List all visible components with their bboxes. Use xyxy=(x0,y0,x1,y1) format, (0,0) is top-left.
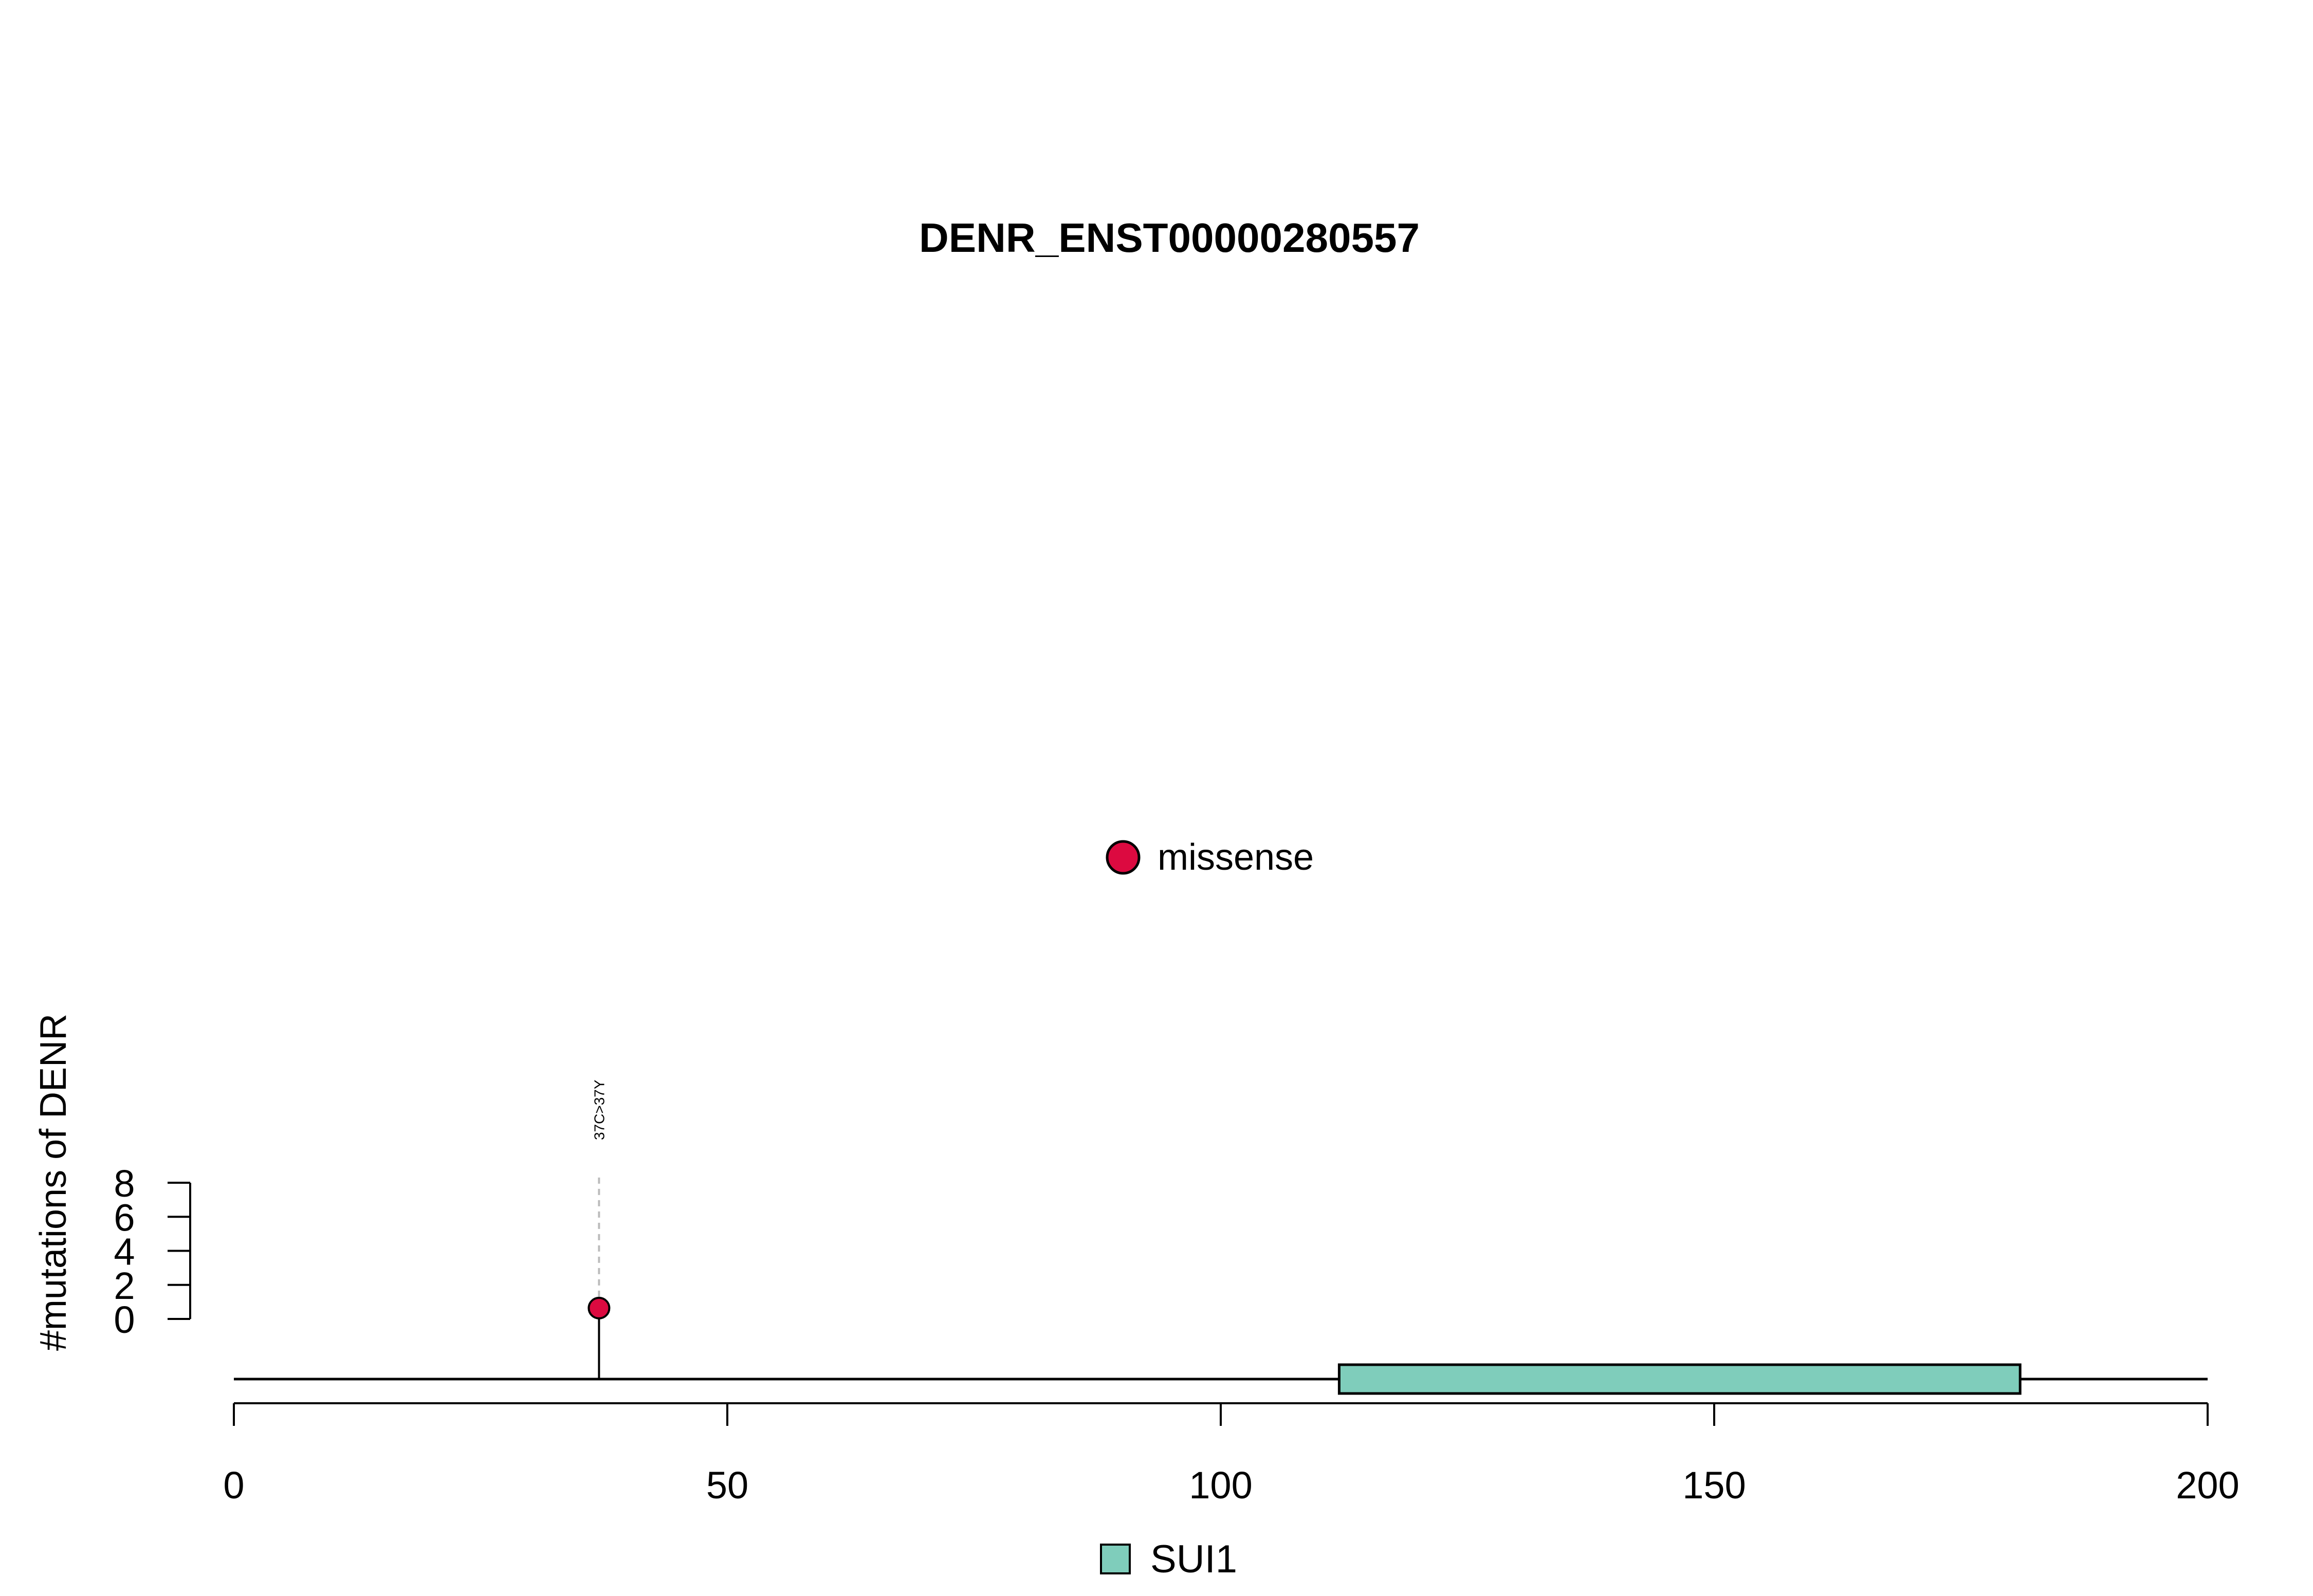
legend-label-missense: missense xyxy=(1158,837,1314,878)
legend-marker-missense xyxy=(1106,840,1141,875)
domain-legend-label-SUI1: SUI1 xyxy=(1150,1537,1237,1581)
chart-title: DENR_ENST00000280557 xyxy=(919,215,1420,261)
mutation-legend: missense xyxy=(1106,837,1314,878)
x-tick-label-100: 100 xyxy=(1189,1464,1252,1507)
y-tick-label-4: 4 xyxy=(114,1231,135,1273)
y-tick-label-0: 0 xyxy=(114,1298,135,1341)
x-tick-label-200: 200 xyxy=(2176,1464,2239,1507)
mutation-label: 37C>37Y xyxy=(591,1079,607,1140)
y-tick-label-2: 2 xyxy=(114,1264,135,1307)
x-tick-label-150: 150 xyxy=(1682,1464,1746,1507)
y-tick-label-6: 6 xyxy=(114,1196,135,1239)
x-tick-label-50: 50 xyxy=(706,1464,748,1507)
domain-SUI1 xyxy=(1337,1363,2022,1395)
x-axis: 0 50 100 150 200 xyxy=(223,1402,2239,1507)
mutation-point xyxy=(588,1296,611,1319)
y-axis-label: #mutations of DENR xyxy=(33,1014,74,1351)
y-tick-label-8: 8 xyxy=(114,1162,135,1205)
x-tick-label-0: 0 xyxy=(223,1464,244,1507)
domain-legend: SUI1 xyxy=(1100,1537,1237,1581)
domain-legend-swatch-SUI1 xyxy=(1100,1544,1131,1574)
lollipops: 37C>37Y xyxy=(588,1079,611,1379)
protein-track xyxy=(234,1363,2208,1395)
